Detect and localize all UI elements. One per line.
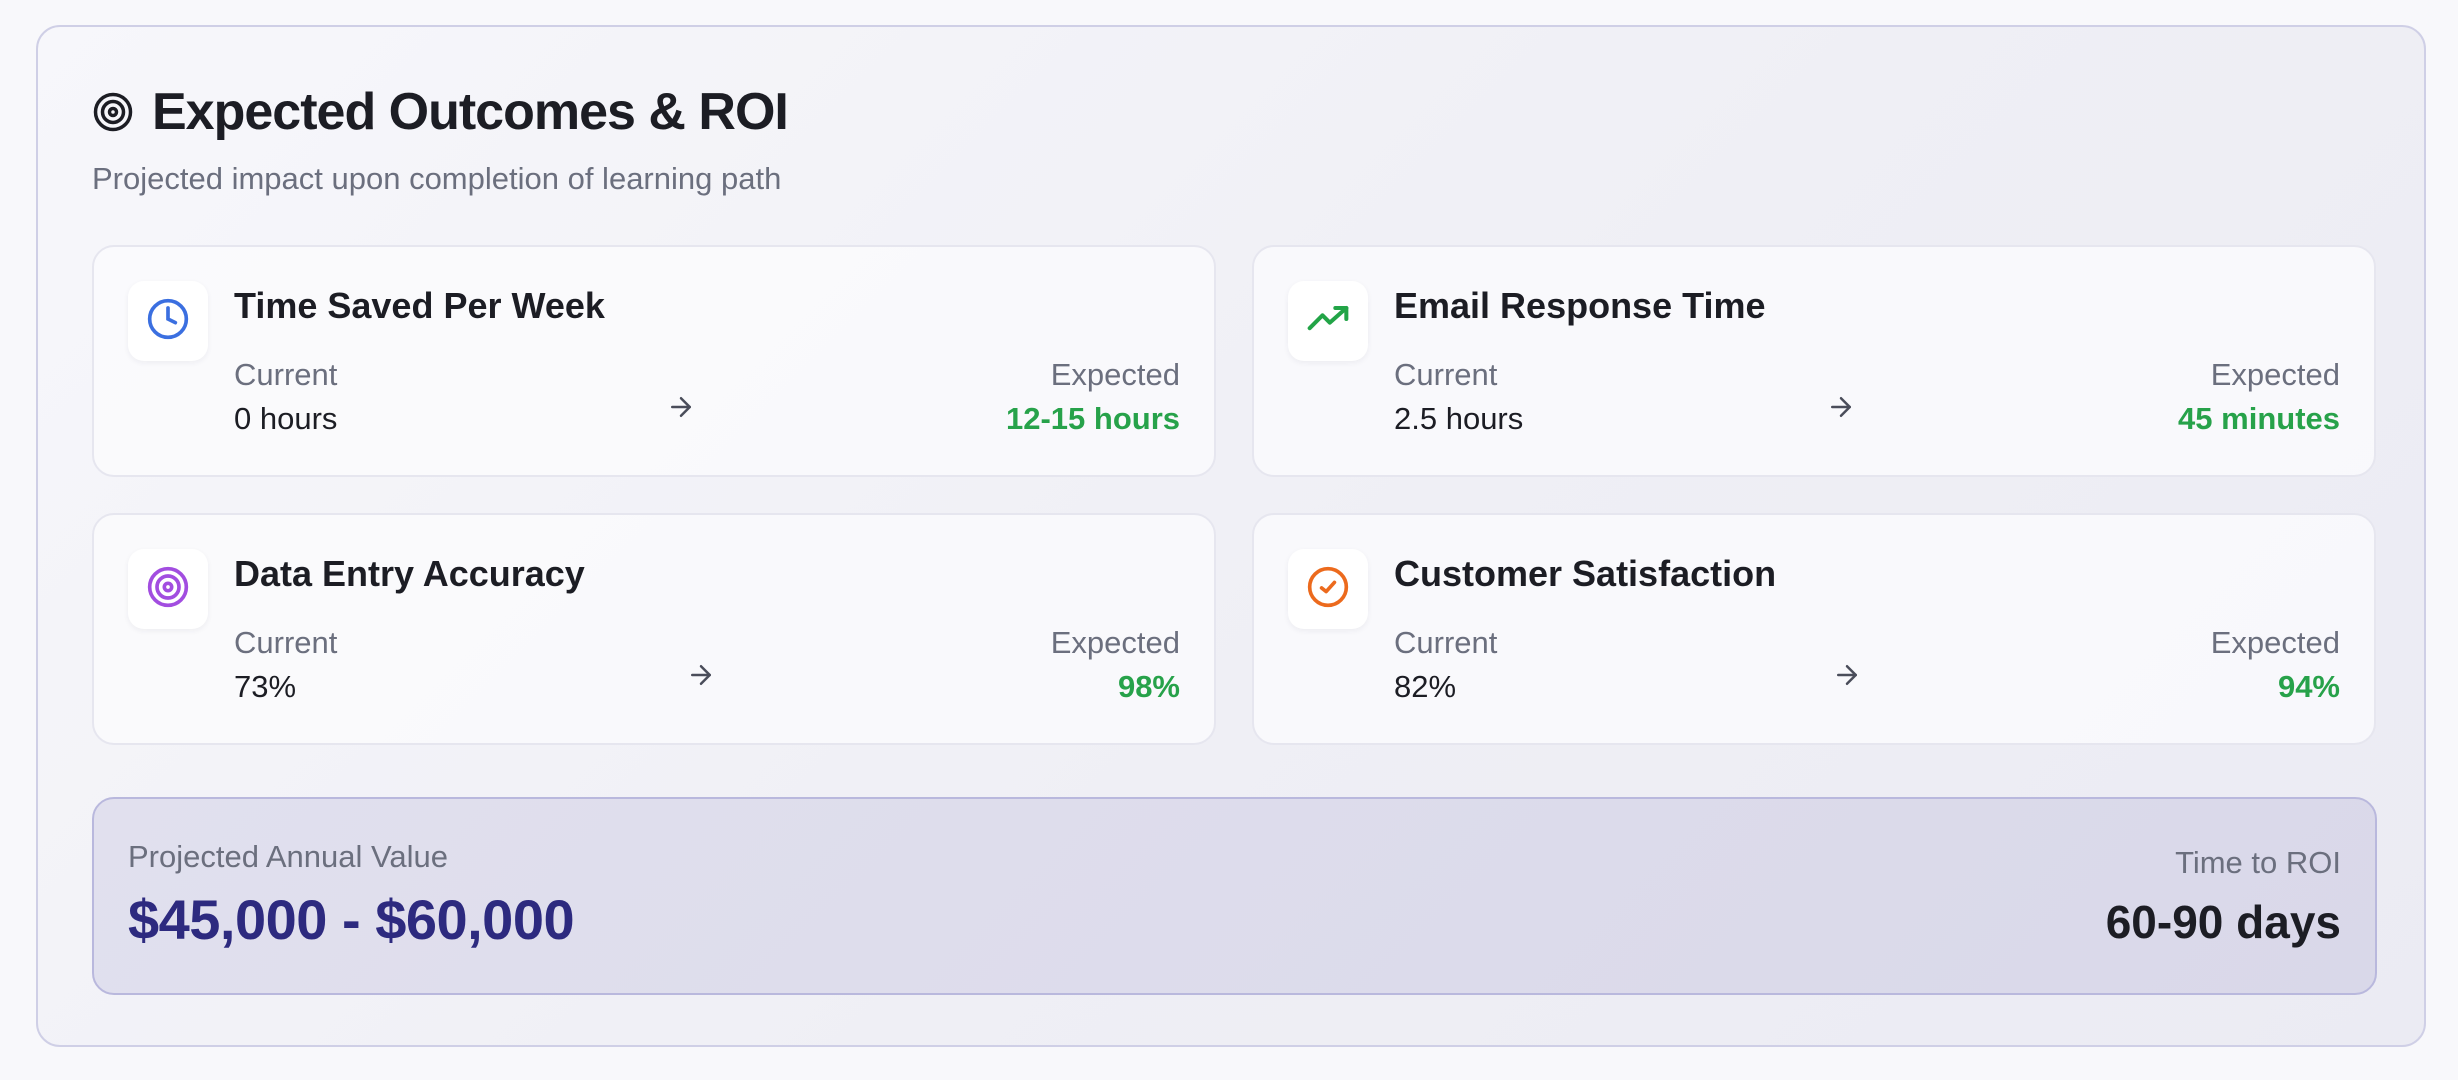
- current-label: Current: [234, 625, 338, 660]
- expected-label: Expected: [1050, 625, 1180, 660]
- current-label: Current: [234, 357, 338, 392]
- roi-time-value: 60-90 days: [2105, 896, 2341, 948]
- metric-icon-box: [1288, 281, 1368, 361]
- current-label: Current: [1394, 625, 1498, 660]
- arrow-right-icon: [686, 660, 716, 690]
- check-circle-icon: [1306, 565, 1350, 614]
- page-title: Expected Outcomes & ROI: [152, 83, 789, 141]
- current-value: 0 hours: [234, 401, 338, 436]
- current-label: Current: [1394, 357, 1498, 392]
- current-value: 2.5 hours: [1394, 401, 1524, 436]
- expected-value: 12-15 hours: [1005, 401, 1180, 436]
- metric-icon-box: [128, 281, 208, 361]
- metric-card-email-response: Email Response Time Current 2.5 hours Ex…: [1252, 245, 2376, 477]
- title-row: Expected Outcomes & ROI: [92, 77, 789, 147]
- metric-card-customer-satisfaction: Customer Satisfaction Current 82% Expect…: [1252, 513, 2376, 745]
- page-subtitle: Projected impact upon completion of lear…: [92, 161, 782, 196]
- expected-label: Expected: [2210, 625, 2340, 660]
- arrow-right-icon: [666, 392, 696, 422]
- clock-icon: [146, 297, 190, 346]
- expected-value: 45 minutes: [2178, 401, 2340, 436]
- metric-title: Customer Satisfaction: [1394, 553, 1777, 594]
- roi-time-label: Time to ROI: [2175, 845, 2341, 880]
- arrow-right-icon: [1832, 660, 1862, 690]
- metric-card-data-accuracy: Data Entry Accuracy Current 73% Expected…: [92, 513, 1216, 745]
- roi-summary: Projected Annual Value $45,000 - $60,000…: [92, 797, 2377, 995]
- annual-value: $45,000 - $60,000: [128, 888, 575, 951]
- expected-value: 94%: [2277, 669, 2340, 704]
- target-icon: [92, 91, 134, 133]
- annual-value-label: Projected Annual Value: [128, 839, 448, 874]
- metric-title: Email Response Time: [1394, 285, 1766, 326]
- expected-label: Expected: [1050, 357, 1180, 392]
- panel-header: Expected Outcomes & ROI Projected impact…: [92, 77, 789, 197]
- trending-up-icon: [1306, 297, 1350, 346]
- expected-value: 98%: [1117, 669, 1180, 704]
- outcomes-panel: Expected Outcomes & ROI Projected impact…: [36, 25, 2426, 1047]
- current-value: 82%: [1394, 669, 1457, 704]
- current-value: 73%: [234, 669, 297, 704]
- metric-title: Data Entry Accuracy: [234, 553, 585, 594]
- arrow-right-icon: [1826, 392, 1856, 422]
- expected-label: Expected: [2210, 357, 2340, 392]
- metric-icon-box: [128, 549, 208, 629]
- metric-icon-box: [1288, 549, 1368, 629]
- metric-card-time-saved: Time Saved Per Week Current 0 hours Expe…: [92, 245, 1216, 477]
- target-icon: [146, 565, 190, 614]
- metric-title: Time Saved Per Week: [234, 285, 605, 326]
